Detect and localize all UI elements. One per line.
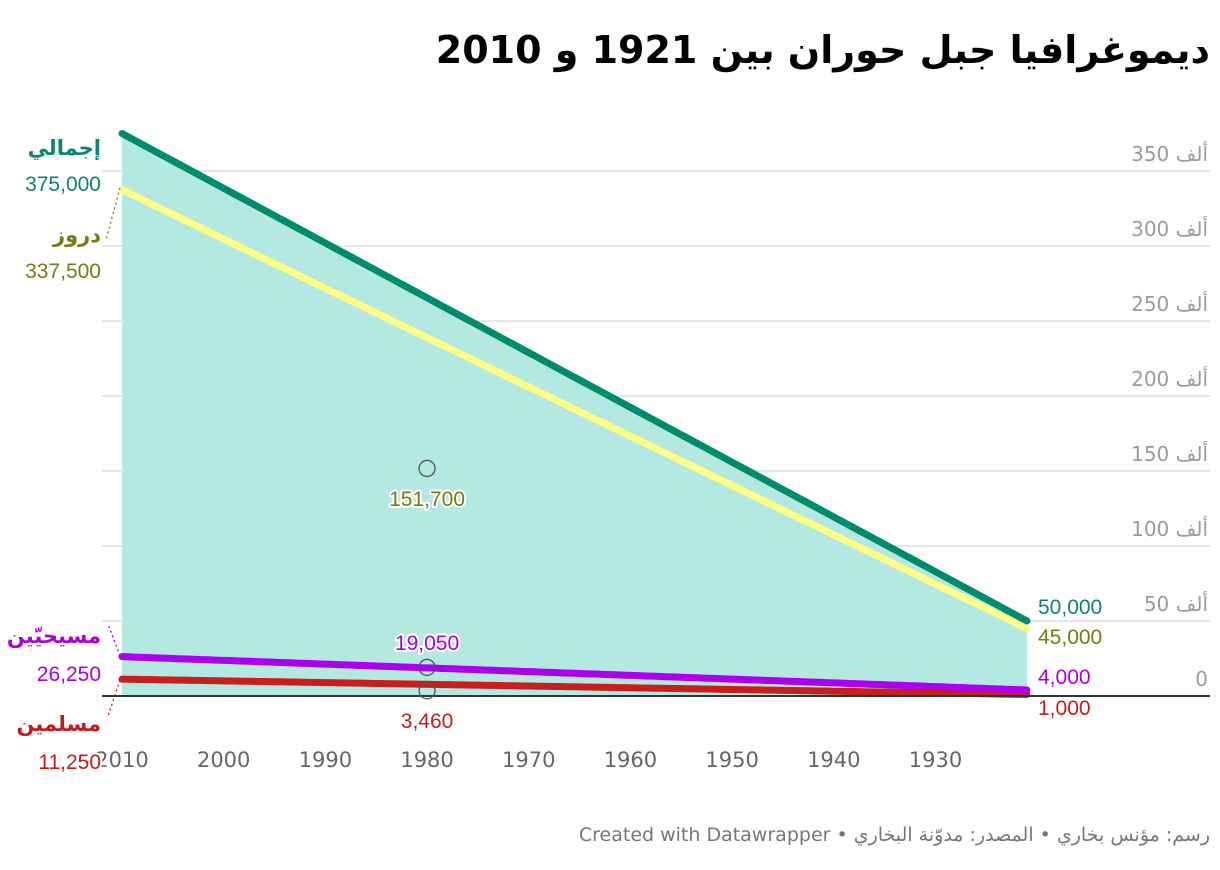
series-mid-value: 19,050	[395, 632, 459, 655]
data-point-marker	[418, 459, 436, 478]
label-leader-line	[107, 623, 121, 657]
series-start-value: 26,250	[37, 663, 101, 686]
series-lines	[118, 130, 1031, 698]
series-end-value: 45,000	[1038, 626, 1102, 649]
y-tick-label: 100 ألف	[1131, 516, 1208, 541]
area-fill	[122, 133, 1027, 696]
y-tick-label: 0	[1195, 667, 1208, 691]
footer-credit: رسم: مؤنس بخاري • المصدر: مدوّنة البخاري…	[578, 824, 1210, 846]
x-tick-label: 1960	[604, 748, 657, 772]
series-line	[118, 653, 1031, 694]
y-tick-label: 350 ألف	[1131, 141, 1208, 166]
series-end-value: 1,000	[1038, 697, 1091, 720]
series-name-label: مسلمين	[17, 712, 102, 736]
series-line	[118, 186, 1031, 632]
series-mid-value: 3,460	[401, 710, 454, 733]
y-tick-label: 150 ألف	[1131, 441, 1208, 466]
x-tick-label: 1950	[705, 748, 758, 772]
series-end-value: 50,000	[1038, 596, 1102, 619]
series-line	[118, 675, 1031, 698]
x-tick-label: 1980	[400, 748, 453, 772]
series-start-value: 337,500	[25, 260, 101, 283]
series-line	[118, 130, 1031, 625]
x-tick-label: 2010	[95, 748, 148, 772]
series-start-value: 11,250	[38, 751, 101, 774]
label-leader-line	[105, 187, 121, 241]
series-mid-value: 151,700	[389, 488, 465, 511]
x-tick-label: 1930	[909, 748, 962, 772]
chart-title: ديموغرافيا جبل حوران بين 1921 و 2010	[435, 28, 1210, 72]
x-tick-label: 2000	[197, 748, 250, 772]
data-point-marker	[418, 682, 436, 700]
x-tick-label: 1990	[299, 748, 352, 772]
y-tick-label: 200 ألف	[1131, 366, 1208, 391]
data-point-marker	[418, 658, 436, 677]
y-tick-label: 50 ألف	[1144, 591, 1208, 616]
total-area-fill	[122, 133, 1027, 696]
series-name-label: دروز	[52, 223, 101, 247]
label-leader-line	[107, 679, 121, 717]
series-end-value: 4,000	[1038, 666, 1091, 689]
data-labels: إجمالي 375,000 دروز 337,500 مسيحيّين 26,250 مس…	[5, 134, 1104, 776]
x-tick-label: 1970	[502, 748, 555, 772]
y-tick-label: 300 ألف	[1131, 216, 1208, 241]
x-tick-label: 1940	[807, 748, 860, 772]
y-tick-label: 250 ألف	[1131, 291, 1208, 316]
series-name-label: مسيحيّين	[7, 624, 101, 648]
x-axis: 2010 2000 1990 1980 1970 1960 1950 1940 1930	[95, 695, 1210, 772]
series-name-label: إجمالي	[28, 136, 101, 160]
series-start-value: 375,000	[25, 173, 101, 196]
